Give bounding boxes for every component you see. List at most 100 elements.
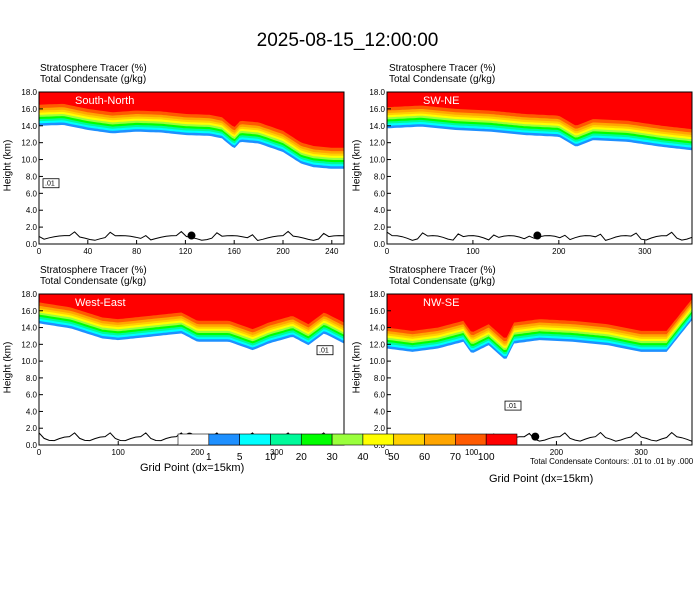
page-title: 2025-08-15_12:00:00 bbox=[256, 30, 439, 51]
x-tick-label: 100 bbox=[466, 247, 480, 256]
x-tick-label: 200 bbox=[552, 247, 566, 256]
contour-label-box bbox=[504, 400, 522, 411]
y-tick-label: 8.0 bbox=[26, 374, 38, 383]
x-tick-label: 40 bbox=[83, 247, 92, 256]
x-tick-label: 300 bbox=[638, 247, 652, 256]
x-tick-label: 200 bbox=[276, 247, 290, 256]
x-tick-label: 240 bbox=[325, 247, 339, 256]
plot-frame bbox=[386, 91, 693, 245]
y-axis-label: Height (km) bbox=[2, 139, 14, 192]
field-label-condensate: Total Condensate (g/kg) bbox=[40, 74, 147, 85]
panel-3: NW-SE 0.0 2.0 4.0 6.0 8.0 10.0 12.0 14.0 16.0 18.0… bbox=[369, 290, 693, 457]
y-tick-label: 4.0 bbox=[374, 206, 386, 215]
y-tick-label: 2.0 bbox=[374, 223, 386, 232]
tracer-band-9 bbox=[39, 294, 344, 330]
field-label-tracer: Stratosphere Tracer (%) bbox=[389, 63, 496, 74]
panel-0: South-North 0.0 2.0 4.0 6.0 8.0 10.0 12.0 14.0 16… bbox=[21, 88, 345, 256]
colorbar-label: 60 bbox=[419, 452, 431, 463]
colorbar-label: 10 bbox=[265, 452, 277, 463]
y-tick-label: 2.0 bbox=[26, 223, 38, 232]
panel-1: SW-NE 0.0 2.0 4.0 6.0 8.0 10.0 12.0 14.0 16.0 18.0… bbox=[369, 88, 693, 256]
panel-field-label: Stratosphere Tracer (%) Total Condensate… bbox=[40, 265, 147, 287]
x-tick-label: 0 bbox=[385, 448, 390, 457]
y-tick-label: 0.0 bbox=[374, 240, 386, 249]
y-tick-label: 12.0 bbox=[21, 139, 37, 148]
y-tick-label: 14.0 bbox=[369, 122, 385, 131]
x-axis-label: Grid Point (dx=15km) bbox=[489, 473, 594, 485]
colorbar-label: 30 bbox=[327, 452, 339, 463]
panel-field-label: Stratosphere Tracer (%) Total Condensate… bbox=[389, 63, 496, 85]
y-tick-label: 10.0 bbox=[369, 357, 385, 366]
field-label-condensate: Total Condensate (g/kg) bbox=[389, 74, 496, 85]
y-tick-label: 6.0 bbox=[26, 189, 38, 198]
y-axis-label: Height (km) bbox=[2, 341, 14, 394]
y-tick-label: 6.0 bbox=[374, 391, 386, 400]
y-tick-label: 8.0 bbox=[26, 172, 38, 181]
y-tick-label: 14.0 bbox=[21, 122, 37, 131]
plot-frame bbox=[38, 91, 345, 245]
panel-title: SW-NE bbox=[423, 95, 459, 107]
x-tick-label: 200 bbox=[191, 448, 205, 457]
x-tick-label: 0 bbox=[37, 247, 42, 256]
contour-label-box bbox=[316, 345, 334, 356]
x-axis-label: Grid Point (dx=15km) bbox=[140, 462, 245, 474]
y-axis-label: Height (km) bbox=[351, 139, 363, 192]
field-label-tracer: Stratosphere Tracer (%) bbox=[40, 63, 147, 74]
panel-field-label: Stratosphere Tracer (%) Total Condensate… bbox=[389, 265, 496, 287]
colorbar-swatch bbox=[239, 433, 271, 446]
y-tick-label: 16.0 bbox=[369, 105, 385, 114]
y-tick-label: 4.0 bbox=[26, 407, 38, 416]
colorbar-swatch bbox=[393, 433, 425, 446]
colorbar-label: 1 bbox=[206, 452, 212, 463]
y-tick-label: 10.0 bbox=[21, 357, 37, 366]
tracer-band-9 bbox=[39, 92, 344, 148]
x-tick-label: 100 bbox=[112, 448, 126, 457]
y-tick-label: 10.0 bbox=[369, 156, 385, 165]
contour-label-box bbox=[42, 178, 60, 189]
tracer-band-9 bbox=[387, 92, 692, 130]
y-tick-label: 14.0 bbox=[369, 324, 385, 333]
field-label-condensate: Total Condensate (g/kg) bbox=[40, 276, 147, 287]
location-marker bbox=[187, 231, 196, 240]
y-tick-label: 6.0 bbox=[374, 189, 386, 198]
colorbar-label: 100 bbox=[478, 452, 495, 463]
panel-title: South-North bbox=[75, 95, 134, 107]
x-tick-label: 300 bbox=[634, 448, 648, 457]
y-tick-label: 10.0 bbox=[21, 156, 37, 165]
colorbar-swatch bbox=[424, 433, 456, 446]
y-tick-label: 8.0 bbox=[374, 172, 386, 181]
tracer-band-9 bbox=[387, 294, 692, 338]
panel-title: NW-SE bbox=[423, 297, 459, 309]
colorbar-swatch bbox=[300, 433, 333, 446]
y-tick-label: 16.0 bbox=[21, 105, 37, 114]
y-tick-label: 2.0 bbox=[26, 424, 38, 433]
colorbar-label: 20 bbox=[296, 452, 308, 463]
contour-label: .01 bbox=[319, 348, 329, 355]
y-tick-label: 12.0 bbox=[369, 340, 385, 349]
x-tick-label: 0 bbox=[37, 448, 42, 457]
colorbar-label: 40 bbox=[357, 452, 369, 463]
y-tick-label: 4.0 bbox=[26, 206, 38, 215]
x-tick-label: 300 bbox=[270, 448, 284, 457]
field-label-condensate: Total Condensate (g/kg) bbox=[389, 276, 496, 287]
location-marker bbox=[531, 432, 540, 441]
panel-2: West-East 0.0 2.0 4.0 6.0 8.0 10.0 12.0 14.0 16.0… bbox=[21, 290, 345, 457]
colorbar-swatch bbox=[485, 433, 518, 446]
y-axis-label: Height (km) bbox=[351, 341, 363, 394]
y-tick-label: 0.0 bbox=[26, 441, 38, 450]
y-tick-label: 12.0 bbox=[21, 340, 37, 349]
y-tick-label: 4.0 bbox=[374, 407, 386, 416]
x-tick-label: 100 bbox=[465, 448, 479, 457]
y-tick-label: 12.0 bbox=[369, 139, 385, 148]
panel-field-label: Stratosphere Tracer (%) Total Condensate… bbox=[40, 63, 147, 85]
colorbar-label: 70 bbox=[450, 452, 462, 463]
colorbar-swatch bbox=[455, 433, 487, 446]
colorbar-swatch bbox=[177, 433, 210, 446]
y-tick-label: 16.0 bbox=[369, 307, 385, 316]
contour-footnote: Total Condensate Contours: .01 to .01 by… bbox=[530, 457, 694, 466]
contour-label: .01 bbox=[507, 403, 517, 410]
y-tick-label: 18.0 bbox=[21, 290, 37, 299]
colorbar-swatch bbox=[208, 433, 240, 446]
contour-label: .01 bbox=[45, 181, 55, 188]
y-tick-label: 0.0 bbox=[374, 441, 386, 450]
